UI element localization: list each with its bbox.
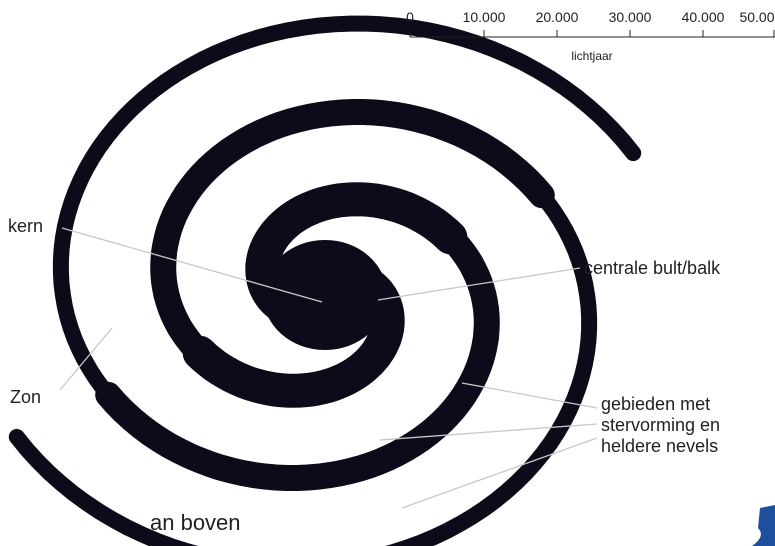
galaxy-diagram: 0 10.000 20.000 30.000 40.000 50.00 lich… (0, 0, 775, 546)
label-sun: Zon (10, 387, 41, 407)
scale-label: 10.000 (463, 9, 506, 25)
logo (752, 505, 775, 546)
caption: an boven (150, 510, 241, 535)
scale-label: 30.000 (609, 9, 652, 25)
label-star-forming: stervorming en (601, 415, 720, 435)
scale-label: 20.000 (536, 9, 579, 25)
scale-unit: lichtjaar (571, 49, 612, 63)
label-star-forming: heldere nevels (601, 436, 718, 456)
scale-label: 50.00 (739, 9, 774, 25)
scale-label: 40.000 (682, 9, 725, 25)
scale-label: 0 (406, 9, 414, 25)
label-star-forming: gebieden met (601, 394, 710, 414)
scale-labels: 0 10.000 20.000 30.000 40.000 50.00 (406, 9, 775, 25)
label-bulge: centrale bult/balk (584, 258, 721, 278)
galaxy-core (263, 240, 387, 350)
label-core: kern (8, 216, 43, 236)
spiral-arm (61, 24, 633, 413)
